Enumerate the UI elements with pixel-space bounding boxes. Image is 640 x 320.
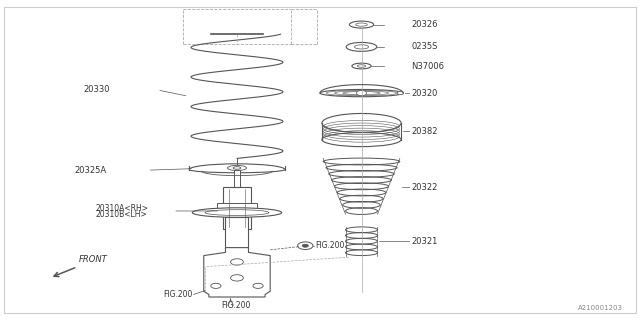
Text: 20326: 20326	[412, 20, 438, 29]
Text: 0235S: 0235S	[412, 42, 438, 52]
Circle shape	[253, 283, 263, 288]
Ellipse shape	[352, 63, 371, 69]
Circle shape	[397, 92, 404, 95]
Ellipse shape	[322, 114, 401, 132]
Circle shape	[302, 244, 308, 247]
Text: 20321: 20321	[412, 237, 438, 246]
Bar	[223, 187, 251, 228]
Bar	[225, 217, 248, 248]
Text: FIG.200: FIG.200	[221, 301, 250, 310]
Text: FRONT: FRONT	[79, 255, 108, 264]
Circle shape	[230, 275, 243, 281]
Ellipse shape	[356, 23, 367, 26]
Ellipse shape	[357, 65, 365, 67]
Text: FIG.200: FIG.200	[163, 290, 192, 299]
Ellipse shape	[349, 21, 374, 28]
Circle shape	[356, 91, 367, 96]
Ellipse shape	[233, 167, 241, 169]
Text: FIG.200: FIG.200	[315, 241, 344, 250]
Text: 20322: 20322	[412, 183, 438, 192]
Text: 20382: 20382	[412, 127, 438, 136]
Ellipse shape	[192, 208, 282, 217]
Ellipse shape	[322, 132, 401, 147]
Text: A210001203: A210001203	[579, 305, 623, 311]
Circle shape	[230, 259, 243, 265]
Text: N37006: N37006	[412, 61, 444, 70]
Bar	[234, 170, 240, 187]
Circle shape	[211, 283, 221, 288]
Ellipse shape	[346, 43, 377, 51]
Text: 20330: 20330	[84, 85, 110, 94]
Text: 20320: 20320	[412, 89, 438, 98]
Ellipse shape	[355, 45, 369, 49]
Text: 20310A<RH>: 20310A<RH>	[95, 204, 148, 213]
Text: 20310B<LH>: 20310B<LH>	[95, 210, 147, 219]
Bar	[218, 203, 257, 209]
Polygon shape	[204, 248, 270, 297]
Text: 20325A: 20325A	[74, 166, 106, 175]
Ellipse shape	[320, 90, 403, 97]
Circle shape	[298, 242, 313, 250]
